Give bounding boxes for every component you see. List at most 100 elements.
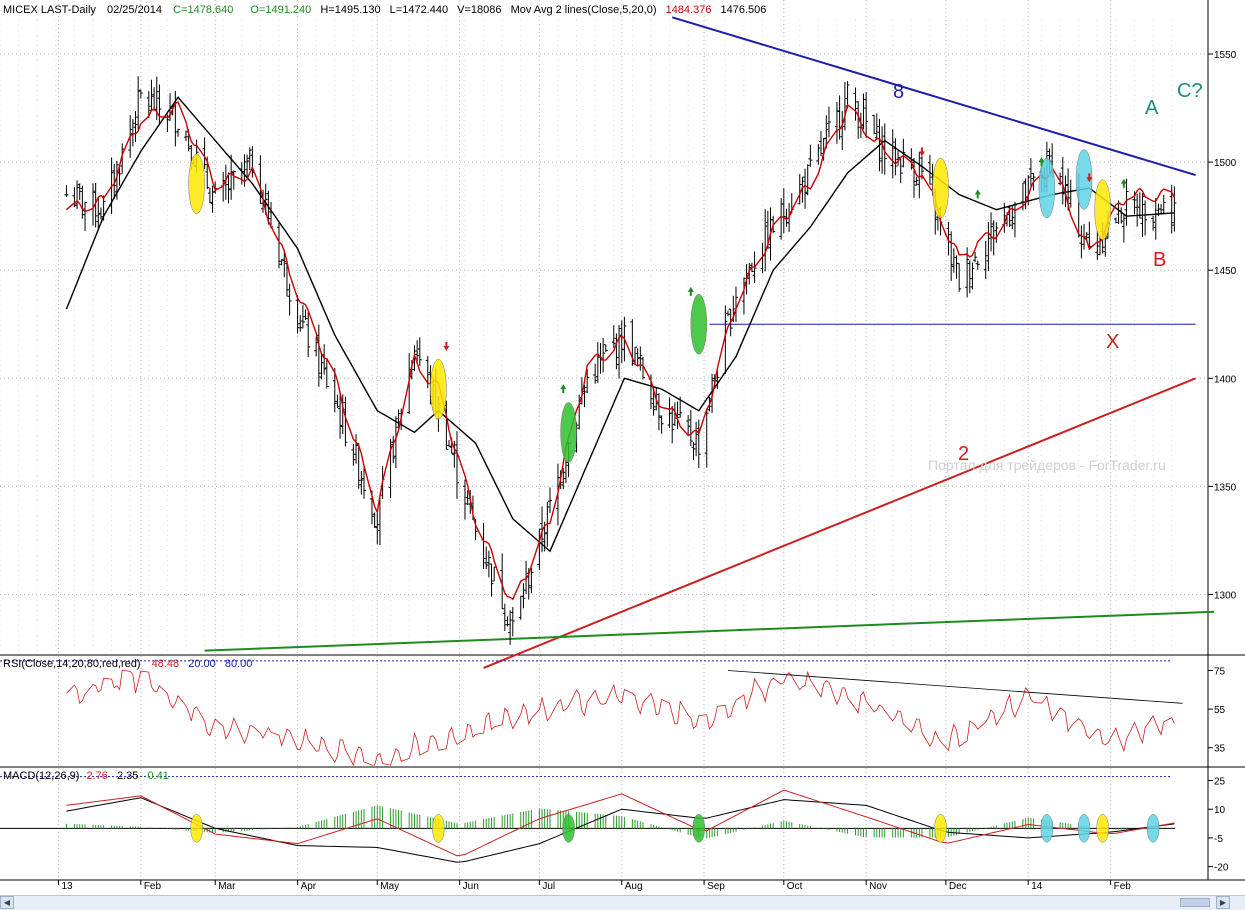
macd-header: MACD(12,26,9) 2.76 2.35 0.41 xyxy=(3,770,169,782)
symbol-name: MICEX LAST-Daily xyxy=(3,4,96,16)
price-header: MICEX LAST-Daily 02/25/2014 C=1478.640 O… xyxy=(3,4,766,16)
rsi-header: RSI(Close,14,20,80,red,red) 48.48 20.00 … xyxy=(3,658,252,670)
wave-c-label: C? xyxy=(1177,80,1203,102)
sell-arrow-icon xyxy=(918,147,925,157)
price-tick-label: 1300 xyxy=(1214,590,1237,601)
support-trendline xyxy=(483,377,1197,669)
rsi-tick-label: 35 xyxy=(1214,744,1226,755)
macd-value: 2.76 xyxy=(86,770,107,782)
resistance-trendline xyxy=(671,16,1196,177)
signal-ellipse xyxy=(1075,149,1093,210)
macd-tick-label: -5 xyxy=(1214,834,1223,845)
low-value: L=1472.440 xyxy=(390,4,448,16)
horizontal-scrollbar[interactable]: ◀ ▶ xyxy=(0,895,1245,910)
price-tick-label: 1500 xyxy=(1214,158,1237,169)
macd-signal-ellipse xyxy=(1077,814,1091,843)
month-label: Apr xyxy=(301,881,317,892)
scroll-right-button[interactable]: ▶ xyxy=(1216,896,1230,909)
month-label: Feb xyxy=(144,881,162,892)
macd-hist-value: 0.41 xyxy=(147,770,168,782)
macd-signal-ellipse xyxy=(432,814,445,843)
rsi-value: 48.48 xyxy=(152,658,180,670)
buy-arrow-icon xyxy=(560,384,567,394)
ma5-line xyxy=(65,100,1176,601)
signal-ellipse xyxy=(1038,157,1056,219)
month-label: Nov xyxy=(869,881,887,892)
rsi-low: 20.00 xyxy=(188,658,216,670)
month-label: Jul xyxy=(542,881,555,892)
price-panel xyxy=(0,0,1208,655)
macd-signal-ellipse xyxy=(1040,814,1054,843)
month-label: 14 xyxy=(1031,881,1043,892)
axis-ticks: 13 Feb Mar Apr May Jun Jul Aug Sep Oct Nov Dec 14 Feb… xyxy=(57,50,1237,892)
sell-arrow-icon xyxy=(1086,173,1093,183)
month-label: May xyxy=(380,881,399,892)
buy-arrow-icon xyxy=(687,286,694,296)
month-label: 13 xyxy=(61,881,73,892)
rsi-trendline xyxy=(727,670,1183,704)
buy-arrow-icon xyxy=(974,189,981,199)
wave-a-label: A xyxy=(1145,97,1159,119)
price-tick-label: 1400 xyxy=(1214,374,1237,385)
macd-signal-line xyxy=(66,797,1175,863)
macd-signal-ellipse xyxy=(934,814,947,843)
rsi-line xyxy=(66,669,1175,767)
rsi-tick-label: 75 xyxy=(1214,667,1226,678)
macd-signal-value: 2.35 xyxy=(117,770,138,782)
buy-arrow-icon xyxy=(1038,157,1045,167)
price-tick-label: 1450 xyxy=(1214,266,1237,277)
rsi-tick-label: 55 xyxy=(1214,705,1226,716)
scroll-thumb[interactable] xyxy=(1180,898,1210,907)
macd-series xyxy=(0,789,1175,863)
moving-averages xyxy=(65,96,1176,601)
signal-ellipse xyxy=(690,294,708,355)
month-label: Mar xyxy=(218,881,236,892)
signal-markers xyxy=(188,147,1127,463)
month-label: Sep xyxy=(707,881,725,892)
rsi-label: RSI(Close,14,20,80,red,red) xyxy=(3,658,141,670)
signal-ellipse xyxy=(560,402,577,463)
wave-b-label: B xyxy=(1153,249,1166,271)
ma-slow-value: 1476.506 xyxy=(721,4,767,16)
volume-value: V=18086 xyxy=(457,4,501,16)
macd-tick-label: 25 xyxy=(1214,776,1226,787)
month-label: Dec xyxy=(949,881,967,892)
bar-date: 02/25/2014 xyxy=(107,4,162,16)
rsi-series xyxy=(0,660,1183,778)
month-label: Feb xyxy=(1114,881,1132,892)
macd-tick-label: -20 xyxy=(1214,863,1229,874)
scroll-left-button[interactable]: ◀ xyxy=(0,896,14,909)
signal-ellipse xyxy=(932,157,949,219)
month-label: Oct xyxy=(787,881,803,892)
macd-signal-ellipse xyxy=(692,814,706,843)
grid-lines xyxy=(0,0,1208,880)
month-label: Jun xyxy=(463,881,479,892)
signal-ellipse xyxy=(188,153,205,214)
macd-line xyxy=(66,789,1175,857)
long-term-support-line xyxy=(204,610,1215,652)
ma-fast-value: 1484.376 xyxy=(666,4,712,16)
sell-arrow-icon xyxy=(443,341,450,351)
macd-signal-ellipse xyxy=(562,814,575,843)
macd-signal-ellipse xyxy=(1146,814,1160,843)
rsi-high: 80.00 xyxy=(225,658,253,670)
buy-arrow-icon xyxy=(1120,178,1127,188)
month-label: Aug xyxy=(625,881,643,892)
signal-ellipse xyxy=(430,358,447,420)
support-line-label: 2 xyxy=(958,443,969,465)
ma-label: Mov Avg 2 lines(Close,5,20,0) xyxy=(511,4,657,16)
close-value: C=1478.640 xyxy=(173,4,233,16)
watermark-text: Портал для трейдеров - ForTrader.ru xyxy=(928,457,1166,473)
macd-tick-label: 10 xyxy=(1214,805,1226,816)
resistance-line-label: 8 xyxy=(893,81,904,103)
ma20-line xyxy=(65,96,1175,553)
price-tick-label: 1350 xyxy=(1214,482,1237,493)
macd-signal-ellipse xyxy=(1096,814,1109,843)
open-value: O=1491.240 xyxy=(250,4,311,16)
guide-lines xyxy=(204,16,1215,669)
signal-ellipse xyxy=(1094,179,1111,240)
macd-label: MACD(12,26,9) xyxy=(3,770,79,782)
macd-signal-ellipse xyxy=(190,814,203,843)
high-value: H=1495.130 xyxy=(320,4,380,16)
